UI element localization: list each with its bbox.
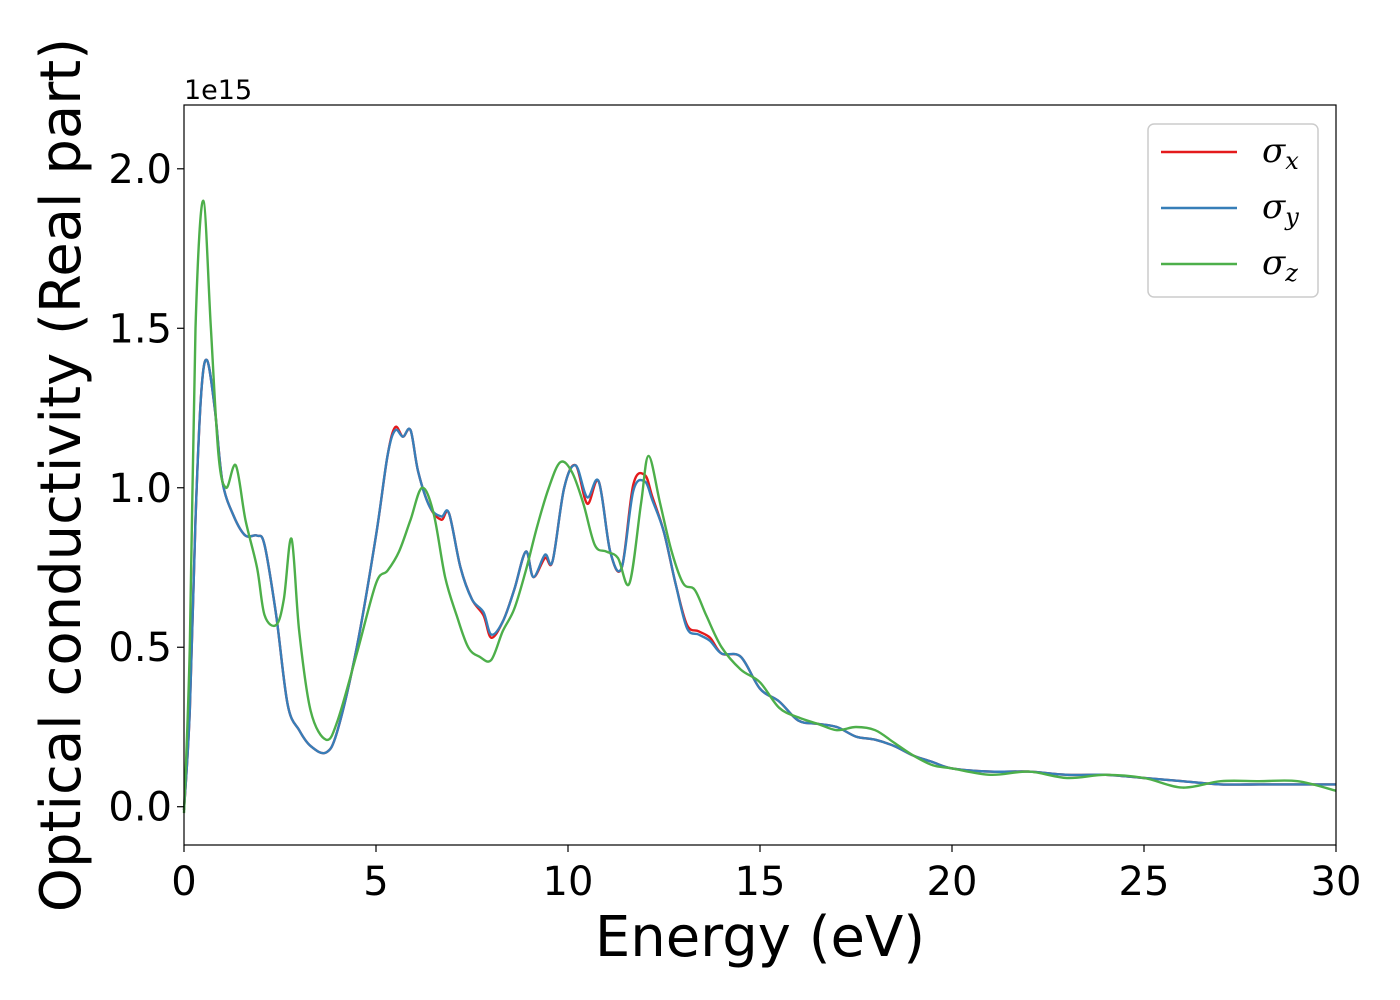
legend-label-x: σx — [1262, 131, 1299, 175]
x-tick-label: 20 — [927, 859, 978, 905]
x-tick-label: 10 — [543, 859, 594, 905]
y-tick-label: 0.0 — [108, 785, 172, 831]
y-axis-title: Optical conductivity (Real part) — [29, 38, 94, 912]
x-tick-label: 25 — [1119, 859, 1170, 905]
x-tick-label: 15 — [735, 859, 786, 905]
y-tick-label: 2.0 — [108, 147, 172, 193]
x-tick-label: 5 — [363, 859, 388, 905]
x-axis-title: Energy (eV) — [595, 905, 925, 970]
x-axis: 0 5 10 15 20 25 30 — [171, 845, 1361, 905]
series-line-z — [182, 199, 1337, 814]
x-tick-label: 30 — [1311, 859, 1362, 905]
plot-lines — [182, 199, 1337, 814]
y-tick-label: 0.5 — [108, 625, 172, 671]
y-offset-label: 1e15 — [184, 75, 252, 106]
y-axis: 0.0 0.5 1.0 1.5 2.0 — [108, 147, 184, 831]
y-tick-label: 1.5 — [108, 306, 172, 352]
x-tick-label: 0 — [171, 859, 196, 905]
legend-frame — [1147, 123, 1319, 298]
y-tick-label: 1.0 — [108, 466, 172, 512]
legend-label-y: σy — [1262, 187, 1299, 231]
